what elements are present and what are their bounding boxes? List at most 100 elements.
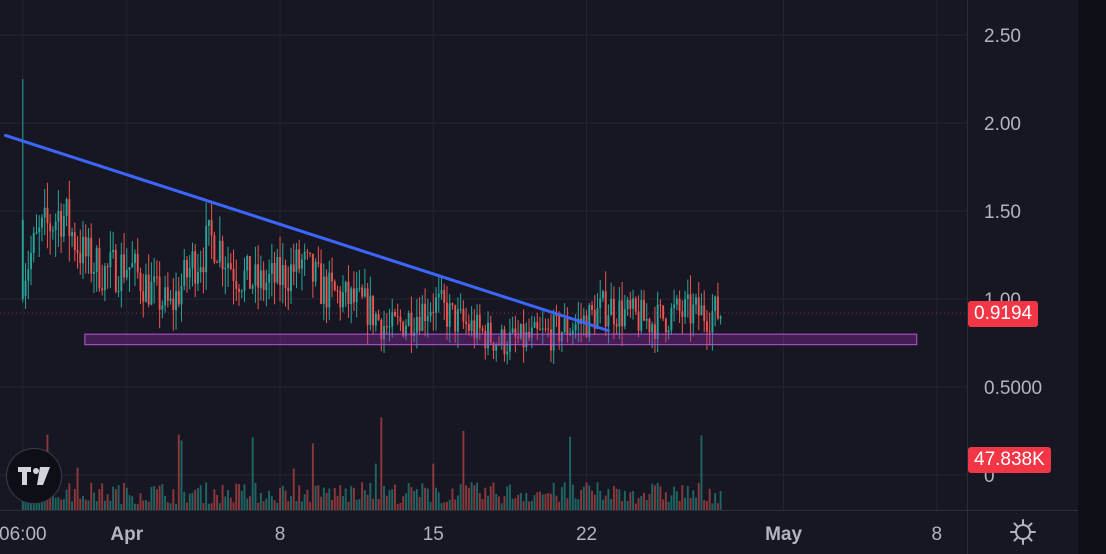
candlesticks [21, 79, 722, 365]
candle-body [440, 290, 443, 294]
volume-bar [519, 492, 522, 510]
volume-bar [95, 501, 98, 510]
tradingview-logo-mark [18, 467, 50, 485]
candle-body [522, 324, 525, 348]
volume-bar [426, 488, 429, 510]
candle-body [415, 316, 418, 333]
volume-bar [199, 485, 202, 510]
candle-body [347, 281, 350, 304]
tradingview-logo[interactable] [6, 448, 62, 504]
volume-bar [76, 467, 79, 510]
candle-body [462, 308, 465, 322]
volume-bar [456, 495, 459, 510]
candle-body [248, 256, 251, 289]
candle-body [651, 324, 654, 333]
volume-bar [440, 503, 443, 510]
candle-body [544, 328, 547, 330]
volume-bars [21, 417, 722, 510]
candle-body [632, 298, 635, 309]
volume-bar [347, 501, 350, 510]
candle-body [399, 316, 402, 322]
candle-body [142, 291, 145, 302]
volume-bar [251, 437, 254, 510]
volume-bar [448, 499, 451, 510]
volume-bar [306, 489, 309, 510]
candle-body [336, 290, 339, 292]
volume-bar [62, 499, 65, 510]
volume-bar [194, 489, 197, 510]
candle-body [112, 249, 115, 253]
candle-body [254, 264, 257, 286]
candle-body [664, 318, 667, 333]
candle-body [309, 252, 312, 255]
volume-bar [394, 484, 396, 510]
candle-body [51, 230, 54, 232]
volume-bar [528, 501, 531, 510]
volume-bar [287, 501, 290, 510]
volume-bar [640, 495, 643, 510]
candle-body [43, 207, 46, 218]
volume-bar [142, 500, 145, 510]
candle-body [71, 232, 74, 237]
volume-bar [240, 490, 243, 510]
candle-body [670, 308, 673, 331]
volume-bar [268, 490, 271, 510]
candle-body [224, 267, 227, 270]
volume-bar [558, 501, 561, 510]
candle-body [76, 250, 79, 253]
candle-body [514, 328, 517, 337]
volume-bar [246, 498, 249, 510]
candle-body [262, 270, 265, 290]
candle-body [689, 294, 692, 324]
volume-bar [265, 498, 268, 510]
volume-bar [257, 502, 260, 510]
volume-bar [443, 502, 446, 510]
volume-bar [270, 496, 273, 510]
candle-body [229, 263, 232, 269]
volume-bar [508, 484, 511, 510]
candle-body [177, 291, 180, 305]
candle-body [643, 300, 645, 321]
volume-bar [238, 484, 240, 510]
volume-bar [383, 485, 385, 510]
candle-body [541, 328, 544, 330]
candle-body [172, 298, 175, 311]
candle-body [700, 305, 703, 316]
volume-bar [459, 484, 462, 510]
y-tick-label: 2.50 [984, 26, 1021, 47]
candle-body [517, 336, 520, 339]
candle-body [114, 249, 117, 292]
candle-body [342, 292, 344, 308]
volume-bar [355, 499, 358, 510]
candle-body [380, 319, 383, 340]
volume-bar [153, 486, 156, 510]
volume-bar [123, 482, 126, 510]
volume-bar [259, 492, 262, 510]
candle-body [240, 290, 243, 292]
volume-bar [227, 489, 230, 510]
volume-bar [623, 490, 626, 510]
volume-bar [549, 493, 552, 510]
volume-bar [202, 503, 205, 510]
candle-body [675, 298, 678, 305]
candle-body [41, 217, 43, 228]
volume-bar [470, 482, 473, 510]
gear-icon[interactable] [1009, 518, 1037, 546]
candle-body [446, 302, 448, 327]
volume-bar [325, 492, 328, 510]
volume-bar [593, 494, 596, 510]
volume-bar [79, 498, 82, 510]
candle-body [153, 276, 156, 282]
candle-body [358, 287, 361, 289]
volume-bar [506, 486, 509, 510]
candle-body [84, 236, 87, 257]
volume-bar [716, 503, 719, 510]
volume-bar [331, 500, 333, 510]
candle-body [495, 344, 498, 351]
volume-bar [451, 488, 454, 510]
candle-body [653, 324, 656, 340]
candle-body [73, 232, 76, 251]
candle-body [276, 256, 279, 283]
